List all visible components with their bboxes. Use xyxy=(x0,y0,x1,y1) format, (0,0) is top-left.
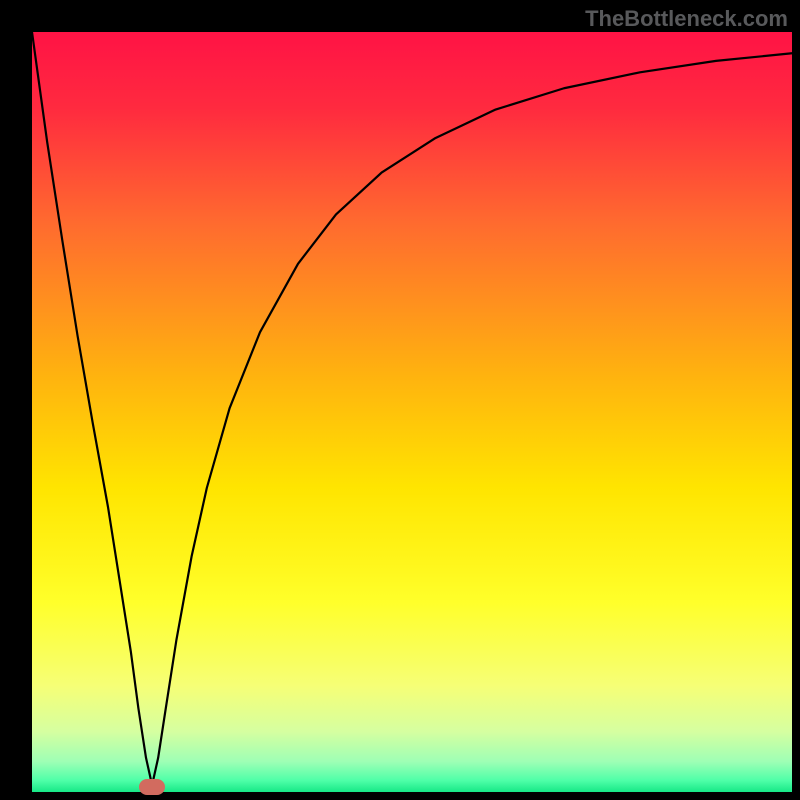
plot-area xyxy=(32,32,792,792)
chart-container: { "watermark": { "text": "TheBottleneck.… xyxy=(0,0,800,800)
watermark-text: TheBottleneck.com xyxy=(585,6,788,32)
minimum-marker xyxy=(139,779,165,795)
curve-path xyxy=(32,32,792,792)
